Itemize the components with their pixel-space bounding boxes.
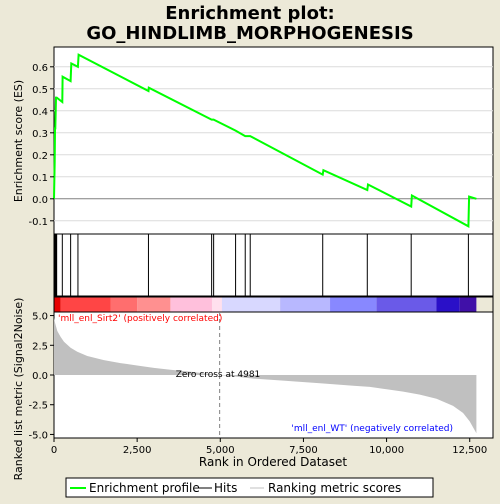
x-tick-label: 2,500 — [123, 445, 152, 456]
metric-area-layer — [54, 312, 477, 438]
metric-y-tick-label: -2.5 — [28, 401, 48, 412]
rank-bar-segment — [459, 297, 477, 312]
es-panel — [53, 46, 494, 235]
legend: Enrichment profile Hits Ranking metric s… — [65, 477, 434, 498]
axis-ticks: -0.1 0.0 0.1 0.2 0.3 0.4 0.5 0.6 5.0 2.5 0.0 -2.5 -5… — [28, 63, 487, 456]
es-y-tick-label: 0.2 — [32, 151, 48, 162]
hit-marks — [53, 234, 469, 296]
rank-bar-segment — [221, 297, 281, 312]
metric-y-tick-label: -5.0 — [28, 430, 48, 441]
x-tick-label: 5,000 — [206, 445, 235, 456]
metric-axis-label: Ranked list metric (Signal2Noise) — [12, 298, 25, 481]
legend-profile-label: Enrichment profile — [89, 481, 200, 495]
es-y-tick-label: -0.1 — [28, 217, 48, 228]
rank-bar-segment — [54, 297, 61, 312]
rank-bar-segment — [280, 297, 331, 312]
es-y-tick-label: 0.4 — [32, 107, 48, 118]
x-tick-label: 10,000 — [369, 445, 404, 456]
x-tick-label: 7,500 — [289, 445, 318, 456]
metric-y-tick-label: 0.0 — [32, 371, 48, 382]
hits-panel — [53, 233, 494, 297]
legend-hits-label: Hits — [214, 481, 237, 495]
rank-bar-segment — [60, 297, 111, 312]
x-tick-label: 0 — [51, 445, 57, 456]
x-tick-label: 12,500 — [452, 445, 487, 456]
es-y-tick-label: 0.5 — [32, 85, 48, 96]
es-y-tick-label: 0.1 — [32, 173, 48, 184]
positive-correlation-label: 'mll_enl_Sirt2' (positively correlated) — [58, 314, 222, 324]
rank-bar-segment — [137, 297, 171, 312]
rank-color-bar — [53, 296, 494, 313]
chart-title: Enrichment plot: — [165, 3, 335, 24]
negative-correlation-label: 'mll_enl_WT' (negatively correlated) — [291, 424, 453, 434]
rank-bar-segment — [211, 297, 222, 312]
x-axis-label: Rank in Ordered Dataset — [199, 455, 347, 469]
rank-bar-segment — [330, 297, 377, 312]
metric-y-tick-label: 5.0 — [32, 312, 48, 323]
legend-metric-label: Ranking metric scores — [268, 481, 401, 495]
es-axis-label: Enrichment score (ES) — [12, 80, 25, 202]
legend-box — [65, 477, 434, 498]
metric-area — [54, 317, 477, 434]
rank-bar-segment — [436, 297, 460, 312]
rank-bar-segment — [376, 297, 437, 312]
es-curve — [53, 53, 477, 228]
zero-cross-label: Zero cross at 4981 — [176, 370, 261, 380]
chart-subtitle: GO_HINDLIMB_MORPHOGENESIS — [86, 23, 413, 44]
rank-bar-segment — [170, 297, 212, 312]
es-y-tick-label: 0.0 — [32, 195, 48, 206]
es-curve-layer — [53, 53, 477, 228]
es-y-tick-label: 0.3 — [32, 129, 48, 140]
rank-bar-segment — [110, 297, 138, 312]
metric-y-tick-label: 2.5 — [32, 341, 48, 352]
es-y-tick-label: 0.6 — [32, 63, 48, 74]
